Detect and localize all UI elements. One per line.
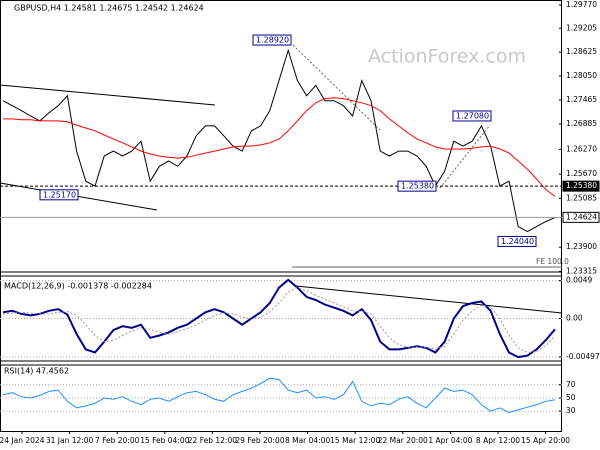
macd-title: MACD(12,26,9) -0.001378 -0.002284 [4, 282, 152, 291]
chart-title: GBPUSD,H4 1.24581 1.24675 1.24542 1.2462… [14, 4, 204, 13]
y-tick-label: 1.23315 [566, 266, 597, 275]
y-tick-label: 1.23900 [566, 242, 597, 251]
price-box [562, 211, 600, 223]
price-box [562, 180, 600, 192]
x-tick-label: 7 Feb 20:00 [95, 436, 140, 445]
fib-line [292, 44, 381, 131]
annotation-box [252, 34, 292, 46]
x-tick-label: 22 Feb 12:00 [188, 436, 237, 445]
price-label: 1.25380 [566, 181, 597, 190]
y-tick-label: -0.004978 [566, 352, 600, 361]
annotation-box [497, 235, 537, 247]
y-tick-label: 0.0049 [566, 276, 592, 285]
annotation-label: 1.25380 [401, 182, 434, 191]
x-tick-label: 31 Jan 12:00 [46, 436, 94, 445]
fe-label: FE 100.0 [536, 257, 569, 266]
series-line [2, 287, 556, 354]
x-tick-label: 15 Mar 12:00 [330, 436, 380, 445]
series-line [2, 377, 556, 414]
x-tick-label: 1 Apr 04:00 [428, 436, 472, 445]
x-tick-label: 29 Feb 20:00 [235, 436, 284, 445]
annotation-label: 1.24040 [501, 237, 534, 246]
y-tick-label: 1.25085 [566, 193, 597, 202]
fib-line [439, 124, 491, 189]
series-line [3, 97, 556, 197]
x-tick-label: 8 Mar 04:00 [285, 436, 331, 445]
y-tick-label: 30 [566, 406, 576, 415]
annotation-box [39, 189, 79, 201]
y-tick-label: 1.29205 [566, 23, 597, 32]
watermark: ActionForex.com [368, 46, 526, 68]
y-tick-label: 70 [566, 380, 576, 389]
annotation-box [397, 180, 437, 192]
annotation-label: 1.27080 [456, 111, 489, 120]
price-label: 1.24624 [566, 212, 597, 221]
y-tick-label: 1.28050 [566, 71, 597, 80]
y-tick-label: 1.25670 [566, 169, 597, 178]
annotation-box [452, 110, 492, 122]
x-tick-label: 15 Apr 20:00 [521, 436, 570, 445]
y-tick-label: 50 [566, 393, 576, 402]
trend-line [0, 84, 216, 106]
x-tick-label: 8 Apr 12:00 [476, 436, 520, 445]
rsi-title: RSI(14) 47.4562 [4, 367, 69, 376]
y-tick-label: 0.00 [566, 314, 583, 323]
x-tick-label: 22 Mar 20:00 [378, 436, 428, 445]
y-tick-label: 1.29770 [566, 0, 597, 9]
x-tick-label: 15 Feb 04:00 [140, 436, 189, 445]
trend-line [295, 285, 563, 314]
y-tick-label: 1.26885 [566, 119, 597, 128]
y-tick-label: 1.26270 [566, 144, 597, 153]
annotation-label: 1.28920 [256, 36, 289, 45]
annotation-label: 1.25170 [43, 190, 76, 199]
y-tick-label: 1.28625 [566, 47, 597, 56]
x-tick-label: 24 Jan 2024 [0, 436, 45, 445]
series-line [2, 278, 556, 359]
y-tick-label: 1.27465 [566, 95, 597, 104]
